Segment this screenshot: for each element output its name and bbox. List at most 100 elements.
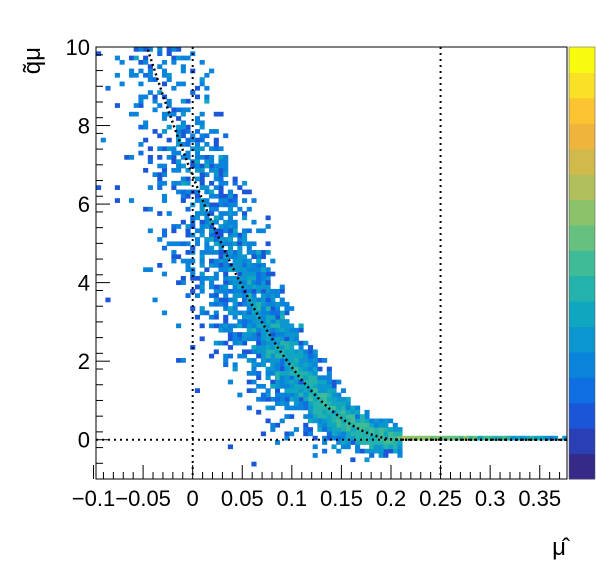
heatmap-cell bbox=[232, 180, 238, 186]
heatmap-cell bbox=[303, 422, 309, 428]
heatmap-cell bbox=[425, 435, 431, 441]
heatmap-cell bbox=[232, 176, 238, 182]
heatmap-cell bbox=[166, 124, 172, 130]
heatmap-cell bbox=[350, 422, 356, 428]
heatmap-cell bbox=[232, 198, 238, 203]
heatmap-cell bbox=[307, 427, 314, 432]
heatmap-cell bbox=[185, 193, 191, 199]
heatmap-cell bbox=[180, 68, 186, 74]
heatmap-cell bbox=[312, 362, 318, 368]
heatmap-cell bbox=[194, 293, 201, 298]
heatmap-cell bbox=[213, 297, 219, 303]
heatmap-cell bbox=[223, 224, 229, 229]
heatmap-cell bbox=[298, 405, 304, 411]
heatmap-cell bbox=[223, 180, 229, 186]
heatmap-cell bbox=[364, 435, 370, 441]
heatmap-cell bbox=[227, 215, 233, 221]
heatmap-cell bbox=[180, 55, 186, 61]
heatmap-cell bbox=[322, 375, 328, 381]
heatmap-cell bbox=[289, 332, 295, 337]
heatmap-cell bbox=[204, 202, 210, 208]
heatmap-cell bbox=[176, 280, 182, 285]
heatmap-cell bbox=[237, 241, 243, 247]
heatmap-cell bbox=[260, 297, 266, 303]
heatmap-cell bbox=[157, 103, 163, 108]
heatmap-cell bbox=[274, 366, 281, 372]
heatmap-cell bbox=[128, 111, 135, 117]
heatmap-cell bbox=[242, 284, 248, 290]
heatmap-cell bbox=[303, 431, 309, 437]
heatmap-cell bbox=[180, 198, 186, 203]
heatmap-cell bbox=[209, 280, 215, 285]
heatmap-cell bbox=[251, 323, 257, 329]
heatmap-cell bbox=[232, 211, 238, 216]
heatmap-cell bbox=[209, 293, 215, 298]
heatmap-cell bbox=[119, 59, 125, 65]
heatmap-cell bbox=[270, 349, 276, 355]
heatmap-cell bbox=[161, 271, 168, 277]
heatmap-cell bbox=[246, 371, 252, 376]
heatmap-cell bbox=[336, 418, 342, 424]
heatmap-cell bbox=[180, 219, 186, 225]
heatmap-cell bbox=[303, 427, 309, 432]
heatmap-cell bbox=[326, 435, 332, 441]
heatmap-cell bbox=[274, 336, 281, 342]
heatmap-cell bbox=[345, 401, 351, 406]
heatmap-cell bbox=[199, 137, 205, 143]
heatmap-cell bbox=[152, 129, 158, 134]
heatmap-cell bbox=[312, 353, 318, 359]
heatmap-cell bbox=[176, 254, 182, 260]
heatmap-cell bbox=[289, 349, 295, 355]
heatmap-cell bbox=[251, 362, 257, 368]
heatmap-cell bbox=[171, 254, 177, 260]
heatmap-cell bbox=[340, 388, 347, 393]
heatmap-cell bbox=[204, 172, 210, 177]
heatmap-cell bbox=[298, 340, 304, 346]
heatmap-cell bbox=[161, 310, 168, 316]
heatmap-cell bbox=[251, 379, 257, 385]
heatmap-cell bbox=[237, 232, 243, 238]
heatmap-cell bbox=[180, 176, 186, 182]
heatmap-cell bbox=[274, 379, 281, 385]
heatmap-cell bbox=[326, 414, 332, 419]
heatmap-cell bbox=[293, 336, 299, 342]
heatmap-cell bbox=[284, 431, 290, 437]
heatmap-cell bbox=[185, 167, 191, 173]
heatmap-cell bbox=[246, 310, 252, 316]
heatmap-cell bbox=[218, 155, 224, 160]
heatmap-cell bbox=[355, 448, 361, 454]
heatmap-cell bbox=[232, 232, 238, 238]
heatmap-cell bbox=[223, 280, 229, 285]
heatmap-cell bbox=[256, 254, 262, 260]
heatmap-cell bbox=[548, 435, 554, 441]
heatmap-cell bbox=[289, 405, 295, 411]
heatmap-cell bbox=[199, 284, 205, 290]
heatmap-cell bbox=[307, 401, 314, 406]
heatmap-cell bbox=[251, 314, 257, 320]
heatmap-cell bbox=[246, 263, 252, 268]
heatmap-cell bbox=[293, 401, 299, 406]
heatmap-cell bbox=[171, 228, 177, 234]
heatmap-cell bbox=[307, 362, 314, 368]
heatmap-cell bbox=[213, 293, 219, 298]
heatmap-cell bbox=[242, 310, 248, 316]
heatmap-cell bbox=[143, 167, 149, 173]
heatmap-cell bbox=[543, 435, 549, 441]
heatmap-cell bbox=[176, 116, 182, 121]
heatmap-cell bbox=[270, 314, 276, 320]
heatmap-cell bbox=[166, 146, 172, 152]
heatmap-cell bbox=[260, 340, 266, 346]
heatmap-cell bbox=[265, 280, 271, 285]
heatmap-cell bbox=[147, 47, 153, 52]
heatmap-cell bbox=[128, 155, 135, 160]
heatmap-cell bbox=[317, 396, 323, 402]
heatmap-cell bbox=[218, 180, 224, 186]
heatmap-cell bbox=[303, 353, 309, 359]
heatmap-cell bbox=[289, 336, 295, 342]
heatmap-cell bbox=[227, 198, 233, 203]
heatmap-cell bbox=[157, 51, 163, 57]
heatmap-cell bbox=[185, 293, 191, 298]
heatmap-cell bbox=[223, 237, 229, 242]
y-tick-label: 8 bbox=[78, 114, 90, 139]
heatmap-cell bbox=[166, 137, 172, 143]
